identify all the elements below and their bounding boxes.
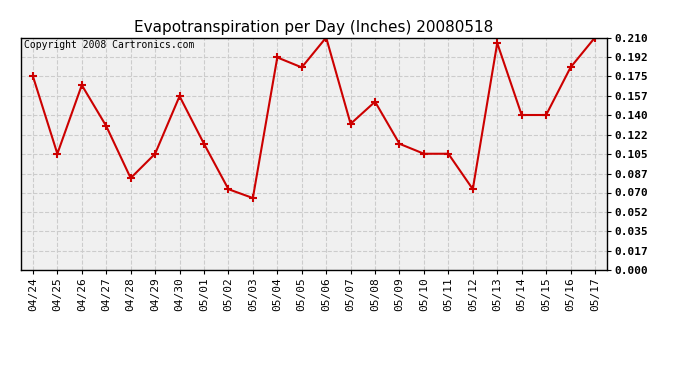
Title: Evapotranspiration per Day (Inches) 20080518: Evapotranspiration per Day (Inches) 2008… xyxy=(135,20,493,35)
Text: Copyright 2008 Cartronics.com: Copyright 2008 Cartronics.com xyxy=(23,40,194,50)
